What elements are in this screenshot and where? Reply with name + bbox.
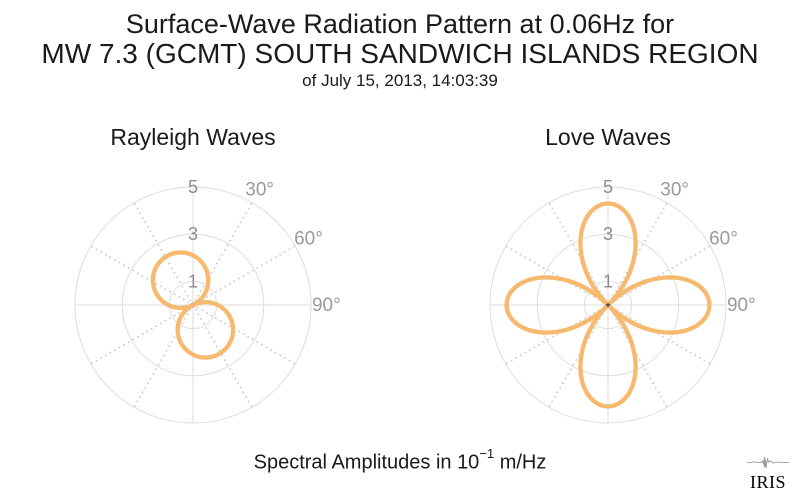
svg-text:60°: 60° [709,228,738,249]
svg-text:5: 5 [603,177,613,197]
svg-text:30°: 30° [660,180,689,201]
svg-text:3: 3 [188,224,198,244]
svg-text:5: 5 [188,177,198,197]
svg-text:1: 1 [603,271,613,291]
svg-text:90°: 90° [727,295,756,316]
svg-text:1: 1 [188,271,198,291]
svg-text:30°: 30° [245,180,274,201]
svg-text:90°: 90° [312,295,341,316]
svg-text:60°: 60° [294,228,323,249]
svg-text:3: 3 [603,224,613,244]
